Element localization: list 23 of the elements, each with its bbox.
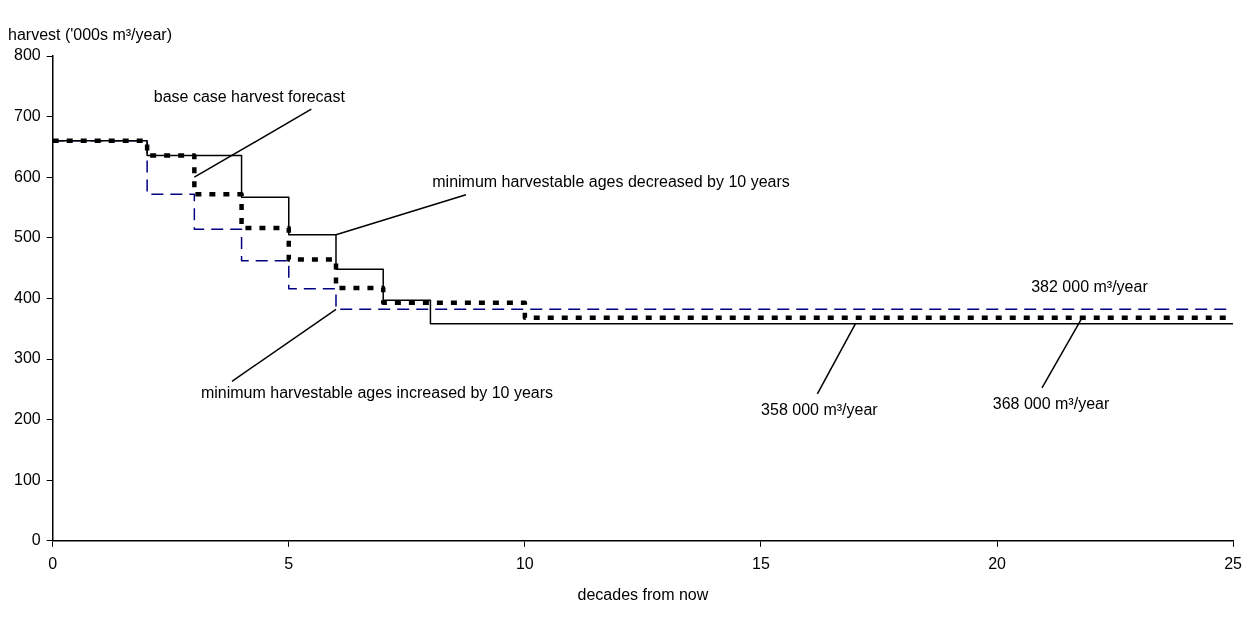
annotation: minimum harvestable ages increased by 10 years (200, 383, 554, 401)
x-tick-label: 25 (1224, 554, 1243, 572)
x-tick-label: 15 (752, 554, 770, 572)
annotation: minimum harvestable ages decreased by 10 years (432, 173, 790, 191)
annotation: base case harvest forecast (153, 87, 346, 105)
x-axis-title: decades from now (577, 586, 709, 604)
y-tick-label: 700 (13, 107, 41, 125)
y-tick-label: 100 (13, 470, 41, 488)
y-tick-label: 600 (13, 167, 41, 185)
y-axis-title: harvest ('000s m³/year) (8, 26, 172, 44)
annotation: 382 000 m³/year (1031, 277, 1149, 295)
y-tick-label: 200 (13, 410, 41, 428)
annotation: 358 000 m³/year (761, 401, 879, 419)
y-tick-label: 400 (13, 288, 41, 306)
annotation: 368 000 m³/year (992, 395, 1110, 413)
y-tick-label: 300 (13, 349, 41, 367)
x-tick-label: 20 (988, 554, 1007, 572)
x-tick-label: 0 (48, 554, 58, 572)
y-tick-label: 0 (31, 531, 41, 549)
x-tick-label: 5 (284, 554, 294, 572)
y-tick-label: 500 (13, 228, 41, 246)
y-tick-label: 800 (13, 46, 41, 64)
x-tick-label: 10 (515, 554, 534, 572)
